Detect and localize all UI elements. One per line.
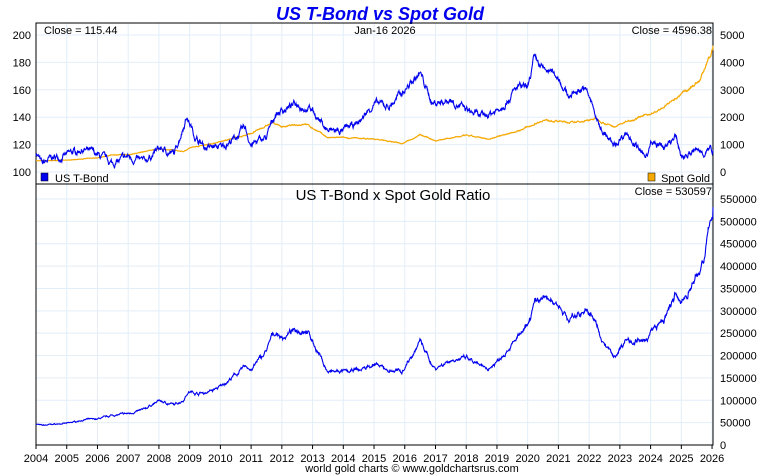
ratio-tick-label: 100000	[720, 395, 757, 407]
x-tick-label: 2023	[608, 453, 632, 465]
ratio-tick-label: 550000	[720, 194, 757, 206]
ratio-tick-label: 300000	[720, 306, 757, 318]
left-tick-label: 140	[13, 112, 31, 124]
left-tick-label: 100	[13, 167, 31, 179]
right-tick-label: 2000	[720, 112, 744, 124]
ratio-close-label: Close = 530597	[635, 186, 712, 198]
ratio-tick-label: 200000	[720, 351, 757, 363]
x-tick-label: 2015	[362, 453, 386, 465]
left-tick-label: 120	[13, 140, 31, 152]
date-label: Jan-16 2026	[354, 25, 415, 37]
left-tick-label: 180	[13, 57, 31, 69]
x-tick-label: 2012	[270, 453, 294, 465]
ratio-tick-label: 350000	[720, 283, 757, 295]
ratio-tick-label: 400000	[720, 261, 757, 273]
x-tick-label: 2020	[515, 453, 539, 465]
x-tick-label: 2017	[423, 453, 447, 465]
x-tick-label: 2006	[85, 453, 109, 465]
x-tick-label: 2016	[393, 453, 417, 465]
legend-swatch-tbond	[40, 172, 49, 182]
x-tick-label: 2005	[54, 453, 78, 465]
left-tick-label: 160	[13, 85, 31, 97]
x-tick-label: 2009	[177, 453, 201, 465]
x-tick-label: 2022	[577, 453, 601, 465]
x-tick-label: 2008	[147, 453, 171, 465]
series-line-spot-gold	[36, 45, 714, 162]
ratio-tick-label: 50000	[720, 418, 751, 430]
x-tick-label: 2018	[454, 453, 478, 465]
x-tick-label: 2011	[239, 453, 263, 465]
footer-credit: world gold charts © www.goldchartsrus.co…	[304, 463, 519, 475]
legend-label-gold: Spot Gold	[661, 173, 710, 185]
right-tick-label: 3000	[720, 85, 744, 97]
ratio-tick-label: 150000	[720, 373, 757, 385]
x-tick-label: 2026	[700, 453, 724, 465]
left-tick-label: 200	[13, 30, 31, 42]
x-tick-label: 2019	[485, 453, 509, 465]
ratio-tick-label: 250000	[720, 328, 757, 340]
x-tick-label: 2007	[116, 453, 140, 465]
ratio-tick-label: 500000	[720, 216, 757, 228]
chart-title: US T-Bond vs Spot Gold	[276, 4, 485, 24]
x-tick-label: 2010	[208, 453, 232, 465]
right-tick-label: 0	[720, 167, 726, 179]
legend-label-tbond: US T-Bond	[55, 173, 109, 185]
right-close-label: Close = 4596.38	[632, 25, 712, 37]
x-tick-label: 2025	[669, 453, 693, 465]
x-tick-label: 2024	[638, 453, 662, 465]
left-close-label: Close = 115.44	[44, 25, 118, 37]
x-tick-label: 2013	[300, 453, 324, 465]
x-tick-label: 2004	[24, 453, 48, 465]
ratio-tick-label: 450000	[720, 239, 757, 251]
right-tick-label: 1000	[720, 140, 744, 152]
right-tick-label: 4000	[720, 57, 744, 69]
ratio-title: US T-Bond x Spot Gold Ratio	[296, 187, 491, 204]
right-tick-label: 5000	[720, 30, 744, 42]
series-line-us-tbond	[35, 53, 714, 169]
ratio-tick-label: 0	[720, 440, 726, 452]
x-tick-label: 2021	[546, 453, 570, 465]
series-line-ratio	[35, 207, 714, 427]
legend-swatch-gold	[647, 172, 656, 182]
x-tick-label: 2014	[331, 453, 355, 465]
